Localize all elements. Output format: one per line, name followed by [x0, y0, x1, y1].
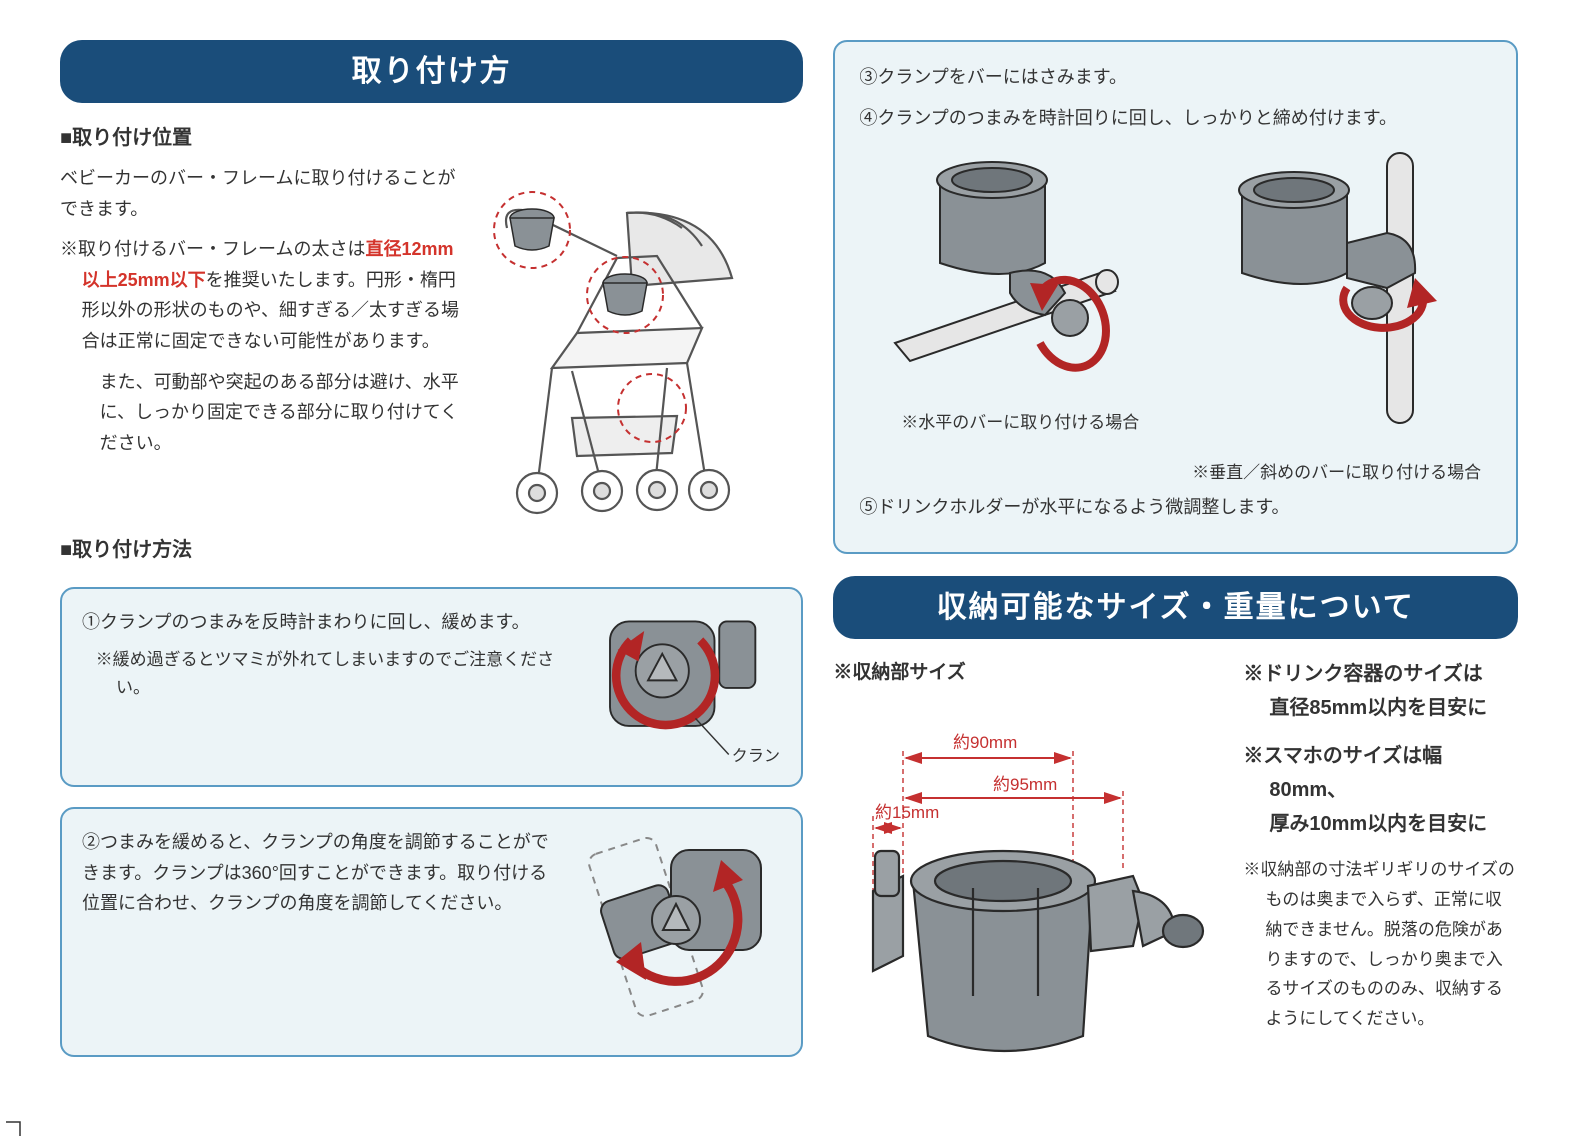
clamp-vertical-figure: ※垂直／斜めのバーに取り付ける場合 [1192, 143, 1481, 487]
svg-text:約90mm: 約90mm [953, 733, 1017, 752]
clamp-vertical-icon [1197, 143, 1477, 443]
stroller-diagram [472, 163, 772, 523]
clamp-label: クランプ [732, 747, 781, 765]
step2-figure [571, 827, 781, 1037]
phone-size-note: ※スマホのサイズは幅80mm、 厚み10mm以内を目安に [1243, 739, 1518, 841]
step2-text-wrap: ②つまみを緩めると、クランプの角度を調節することができます。クランプは360°回… [82, 827, 557, 927]
step3-text: ③クランプをバーにはさみます。 [859, 62, 1492, 93]
position-p3: また、可動部や突起のある部分は避け、水平に、しっかり固定できる部分に取り付けてく… [60, 367, 460, 459]
size-right: ※ドリンク容器のサイズは 直径85mm以内を目安に ※スマホのサイズは幅80mm… [1243, 657, 1518, 1105]
holder-dimensions-icon: 約90mm 約95mm 約15mm [833, 696, 1233, 1096]
right-column: ③クランプをバーにはさみます。 ④クランプのつまみを時計回りに回し、しっかりと締… [833, 40, 1518, 1105]
vert-caption: ※垂直／斜めのバーに取り付ける場合 [1192, 459, 1481, 488]
horiz-caption: ※水平のバーに取り付ける場合 [870, 409, 1170, 438]
fit-warning-note: ※収納部の寸法ギリギリのサイズのものは奥まで入らず、正常に収納できません。脱落の… [1243, 855, 1518, 1034]
clamp-figures-row: ※水平のバーに取り付ける場合 [859, 143, 1492, 487]
size-row: ※収納部サイズ [833, 657, 1518, 1105]
step5-text: ⑤ドリンクホルダーが水平になるよう微調整します。 [859, 492, 1492, 523]
step2-box: ②つまみを緩めると、クランプの角度を調節することができます。クランプは360°回… [60, 807, 803, 1057]
clamp-horizontal-figure: ※水平のバーに取り付ける場合 [870, 143, 1170, 487]
step4-text: ④クランプのつまみを時計回りに回し、しっかりと締め付けます。 [859, 103, 1492, 134]
step1-box: ①クランプのつまみを反時計まわりに回し、緩めます。 ※緩め過ぎるとツマミが外れて… [60, 587, 803, 787]
position-p1: ベビーカーのバー・フレームに取り付けることができます。 [60, 163, 460, 224]
svg-text:約95mm: 約95mm [993, 775, 1057, 794]
heading-method: ■取り付け方法 [60, 533, 803, 567]
step2-text: ②つまみを緩めると、クランプの角度を調節することができます。クランプは360°回… [82, 827, 557, 919]
intro-row: ベビーカーのバー・フレームに取り付けることができます。 ※取り付けるバー・フレー… [60, 163, 803, 523]
svg-text:約15mm: 約15mm [875, 803, 939, 822]
position-p2: ※取り付けるバー・フレームの太さは直径12mm以上25mm以下を推奨いたします。… [60, 234, 460, 356]
step1-text-wrap: ①クランプのつまみを反時計まわりに回し、緩めます。 ※緩め過ぎるとツマミが外れて… [82, 607, 577, 711]
crop-mark-icon [6, 1108, 34, 1136]
heading-position: ■取り付け位置 [60, 121, 803, 155]
drink-size-note: ※ドリンク容器のサイズは 直径85mm以内を目安に [1243, 657, 1518, 725]
left-column: 取り付け方 ■取り付け位置 ベビーカーのバー・フレームに取り付けることができます… [60, 40, 803, 1105]
clamp-horizontal-icon [870, 143, 1170, 393]
intro-text: ベビーカーのバー・フレームに取り付けることができます。 ※取り付けるバー・フレー… [60, 163, 460, 523]
stroller-icon [477, 168, 767, 518]
size-left: ※収納部サイズ [833, 657, 1233, 1105]
step1-text: ①クランプのつまみを反時計まわりに回し、緩めます。 [82, 612, 530, 632]
banner-install: 取り付け方 [60, 40, 803, 103]
steps-345-box: ③クランプをバーにはさみます。 ④クランプのつまみを時計回りに回し、しっかりと締… [833, 40, 1518, 554]
size-heading: ※収納部サイズ [833, 657, 1233, 689]
banner-size: 収納可能なサイズ・重量について [833, 576, 1518, 639]
clamp-rotate-icon [571, 822, 781, 1042]
step1-figure: クランプ [591, 607, 781, 767]
clamp-loosen-icon: クランプ [591, 600, 781, 775]
step1-note: ※緩め過ぎるとツマミが外れてしまいますのでご注意ください。 [82, 646, 577, 704]
